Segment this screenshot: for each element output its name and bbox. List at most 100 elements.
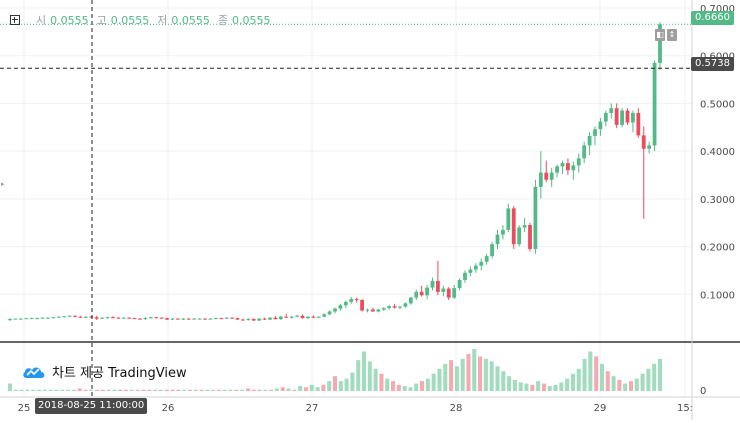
volume-bar: [251, 389, 256, 391]
tradingview-watermark[interactable]: 차트 제공 TradingView: [22, 362, 187, 381]
volume-bar: [466, 353, 471, 391]
candle-body: [224, 317, 229, 319]
volume-bar: [594, 356, 599, 391]
candle-body: [230, 317, 234, 319]
candle-body: [609, 108, 614, 113]
volume-bar: [112, 389, 117, 391]
scale-adjust-icon[interactable]: ↕: [667, 29, 677, 41]
candle-body: [138, 318, 142, 320]
candle-body: [468, 269, 473, 273]
candle-body: [463, 272, 467, 280]
candle-body: [349, 299, 354, 302]
scale-auto-icon[interactable]: ◧: [655, 29, 665, 41]
candle-body: [246, 319, 251, 321]
candle-body: [598, 121, 603, 130]
candle-body: [148, 317, 153, 319]
volume-bar: [344, 378, 349, 391]
candle-body: [593, 129, 597, 136]
open-label: 시: [36, 14, 47, 27]
candle-body: [127, 317, 132, 319]
candle-body: [403, 303, 408, 307]
candle-body: [100, 317, 104, 319]
volume-bar: [367, 361, 372, 391]
volume-bar: [13, 389, 18, 391]
volume-bar: [95, 389, 100, 391]
candle-body: [457, 279, 462, 289]
expand-collapse-icon[interactable]: [10, 15, 20, 25]
volume-bar: [332, 376, 338, 391]
candle-body: [18, 318, 23, 320]
candle-body: [73, 315, 77, 317]
candle-body: [414, 291, 419, 298]
volume-bar: [443, 363, 448, 391]
candle-body: [56, 316, 61, 318]
volume-bar: [634, 378, 639, 391]
volume-bar: [391, 381, 396, 391]
candle-body: [560, 163, 565, 167]
candle-body: [289, 316, 294, 318]
tradingview-cloud-icon: [23, 367, 45, 378]
volume-bar: [158, 389, 163, 391]
volume-bar: [338, 381, 343, 391]
candle-body: [295, 315, 299, 317]
volume-bar: [176, 389, 181, 391]
candle-body: [376, 309, 381, 312]
volume-bar: [507, 376, 512, 391]
volume-bar: [193, 389, 198, 391]
candle-body: [452, 288, 457, 298]
volume-bar: [483, 358, 488, 391]
volume-bar: [36, 389, 42, 391]
candle-body: [587, 135, 592, 146]
candle-body: [603, 112, 608, 122]
close-value: 0.0555: [232, 13, 271, 27]
volume-bar: [472, 349, 477, 391]
candle-body: [652, 62, 657, 146]
candle-body: [343, 301, 348, 306]
volume-bar: [617, 379, 622, 391]
x-tick-label: 15:: [677, 403, 693, 414]
volume-bar: [182, 389, 187, 391]
candle-body: [67, 315, 72, 317]
volume-bar: [605, 371, 610, 391]
volume-bar: [541, 383, 546, 391]
volume-bar: [350, 372, 355, 391]
candle-body: [338, 305, 343, 309]
volume-bar: [274, 388, 279, 391]
volume-bar: [269, 389, 274, 391]
candle-body: [306, 316, 310, 319]
volume-bar: [628, 381, 634, 391]
candle-body: [83, 316, 88, 318]
volume-bar: [309, 384, 314, 391]
volume-bar: [396, 384, 401, 391]
volume-bar: [611, 376, 616, 391]
volume-bar: [652, 363, 657, 391]
candle-body: [8, 319, 12, 321]
open-value: 0.0555: [50, 13, 89, 27]
left-collapse-icon[interactable]: ▸: [1, 180, 5, 188]
volume-bar: [489, 361, 494, 391]
candle-body: [327, 311, 332, 315]
candle-body: [300, 315, 305, 319]
candle-body: [316, 316, 321, 318]
candle-body: [192, 318, 197, 320]
volume-bar: [89, 389, 94, 391]
volume-bar: [478, 356, 483, 391]
candle-body: [506, 208, 511, 230]
x-tick-label: 29: [594, 403, 607, 414]
volume-bar: [449, 360, 454, 391]
candle-body: [181, 318, 186, 320]
candle-body: [658, 24, 662, 63]
volume-bar: [153, 389, 158, 391]
volume-bar: [501, 371, 506, 391]
volume-tick-label: 0: [700, 386, 706, 397]
candle-body: [522, 225, 527, 228]
candle-body: [24, 318, 29, 320]
candle-body: [636, 112, 641, 136]
volume-bar: [530, 384, 535, 391]
candle-body: [392, 306, 397, 308]
candle-body: [441, 288, 446, 292]
volume-bar: [280, 387, 285, 391]
candle-body: [408, 297, 413, 304]
